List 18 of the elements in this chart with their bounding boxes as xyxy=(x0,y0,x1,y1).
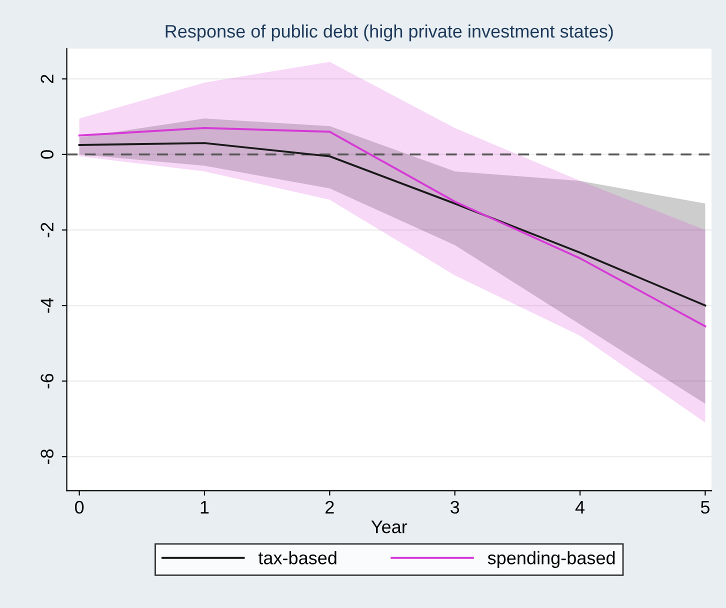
chart-title: Response of public debt (high private investment states) xyxy=(166,24,613,42)
x-tick-label: 5 xyxy=(700,501,710,514)
y-tick-label: 2 xyxy=(40,74,54,83)
legend-label: tax-based xyxy=(258,551,336,564)
x-tick-label: 3 xyxy=(450,500,460,514)
line-series xyxy=(78,142,706,307)
x-tick-label: 1 xyxy=(200,501,209,514)
x-tick-label: 4 xyxy=(575,501,585,514)
y-tick-label: 0 xyxy=(40,150,54,159)
x-tick-label: 0 xyxy=(74,500,84,514)
x-tick-label: 2 xyxy=(326,500,334,514)
y-tick-label: -2 xyxy=(40,222,54,238)
line-series xyxy=(78,127,706,328)
y-tick-label: -4 xyxy=(40,298,54,313)
y-tick-label: -6 xyxy=(40,374,54,388)
y-tick-label: -8 xyxy=(40,449,54,464)
x-axis-title: Year xyxy=(371,520,408,534)
legend-label: spending-based xyxy=(488,551,615,568)
